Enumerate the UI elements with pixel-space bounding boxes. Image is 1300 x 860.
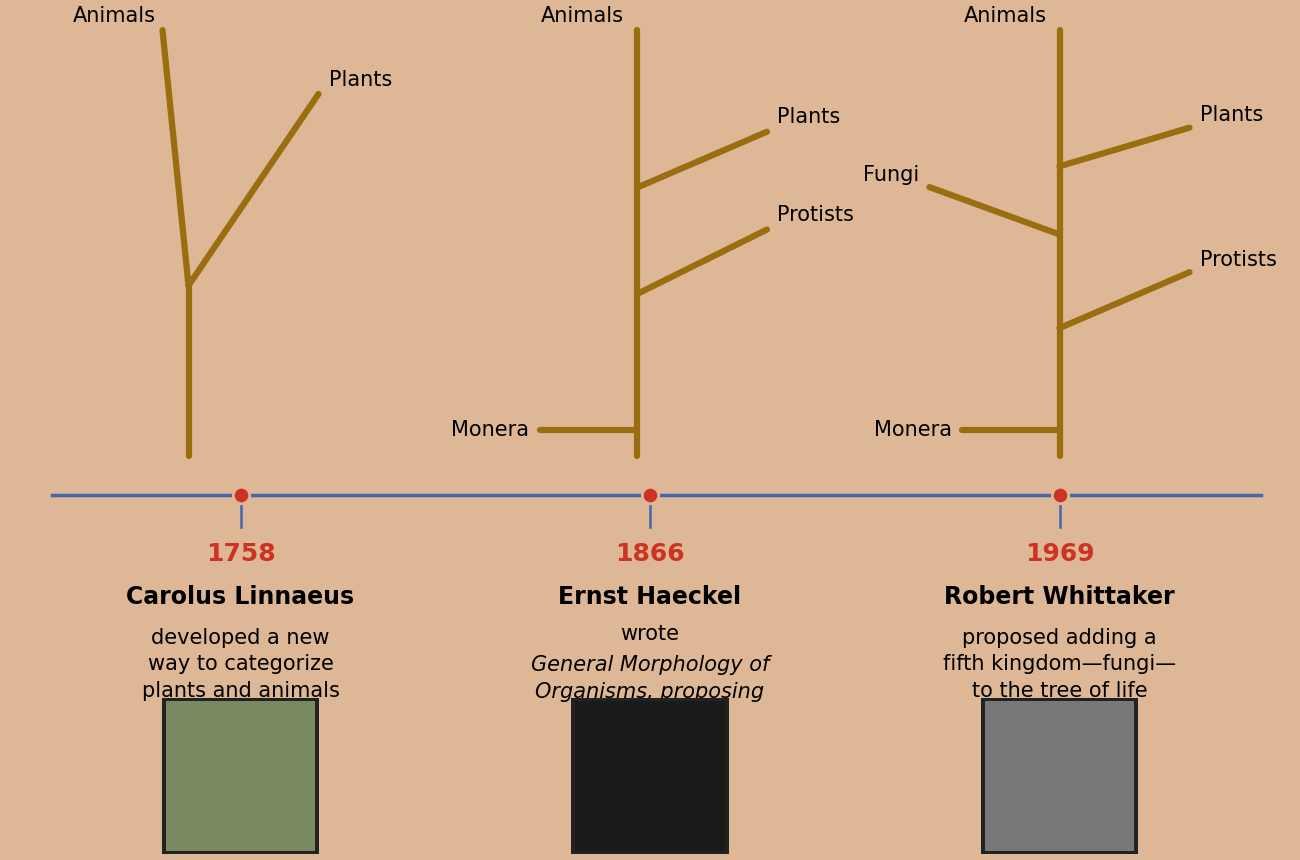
- Bar: [166, 701, 315, 851]
- Text: 1758: 1758: [205, 542, 276, 566]
- Text: Monera: Monera: [451, 421, 529, 440]
- Text: proposed adding a
fifth kingdom—fungi—
to the tree of life: proposed adding a fifth kingdom—fungi— t…: [942, 628, 1176, 701]
- Text: Ernst Haeckel: Ernst Haeckel: [559, 585, 741, 609]
- Text: Animals: Animals: [963, 6, 1046, 26]
- Text: Monera: Monera: [874, 421, 952, 440]
- Bar: [161, 698, 320, 854]
- Text: General Morphology of
Organisms, proposing
four kingdoms: General Morphology of Organisms, proposi…: [530, 655, 770, 728]
- Bar: [572, 698, 728, 854]
- Text: Fungi: Fungi: [863, 164, 919, 185]
- Text: Robert Whittaker: Robert Whittaker: [944, 585, 1175, 609]
- Bar: [575, 701, 725, 851]
- Text: Animals: Animals: [73, 6, 156, 26]
- Text: Plants: Plants: [329, 70, 393, 89]
- Text: Animals: Animals: [541, 6, 624, 26]
- Text: wrote: wrote: [620, 624, 680, 643]
- Text: 1969: 1969: [1024, 542, 1095, 566]
- Bar: [985, 701, 1134, 851]
- Text: Protists: Protists: [777, 206, 854, 225]
- Text: Plants: Plants: [1200, 105, 1264, 125]
- Point: [640, 488, 660, 501]
- Text: 1866: 1866: [615, 542, 685, 566]
- Text: developed a new
way to categorize
plants and animals: developed a new way to categorize plants…: [142, 628, 339, 701]
- Text: Protists: Protists: [1200, 249, 1277, 270]
- Point: [1049, 488, 1070, 501]
- Text: Carolus Linnaeus: Carolus Linnaeus: [126, 585, 355, 609]
- Point: [230, 488, 251, 501]
- Bar: [980, 698, 1139, 854]
- Text: Plants: Plants: [777, 108, 841, 127]
